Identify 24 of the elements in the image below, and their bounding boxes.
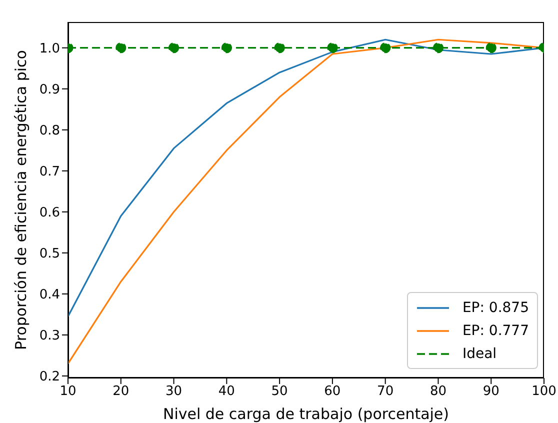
y-tick-label: 0.4: [39, 288, 60, 303]
x-axis-title: Nivel de carga de trabajo (porcentaje): [162, 405, 450, 423]
y-tick-label: 0.6: [39, 206, 60, 221]
x-tick-label: 80: [430, 384, 446, 400]
x-tick-label: 50: [271, 384, 288, 400]
x-tick-label: 20: [112, 384, 130, 400]
y-tick-label: 0.2: [39, 370, 60, 385]
y-tick-label: 0.9: [39, 82, 60, 98]
y-tick-label: 1.0: [39, 41, 60, 56]
y-tick-label: 0.8: [39, 123, 60, 138]
x-tick-label: 30: [166, 384, 182, 400]
x-tick-label: 60: [324, 384, 341, 400]
y-tick-label: 0.3: [39, 328, 60, 344]
y-tick-label: 0.7: [39, 164, 60, 180]
x-tick-label: 10: [60, 384, 76, 400]
legend-label: EP: 0.875: [462, 300, 529, 316]
legend-label: EP: 0.777: [462, 322, 529, 338]
x-tick-label: 100: [532, 384, 556, 400]
x-tick-label: 70: [377, 384, 394, 400]
y-axis-title: Proporción de eficiencia energética pico: [12, 50, 30, 350]
x-tick-label: 40: [218, 384, 235, 400]
legend-label: Ideal: [462, 346, 497, 362]
y-tick-label: 0.5: [39, 246, 60, 262]
x-tick-label: 90: [482, 384, 500, 400]
